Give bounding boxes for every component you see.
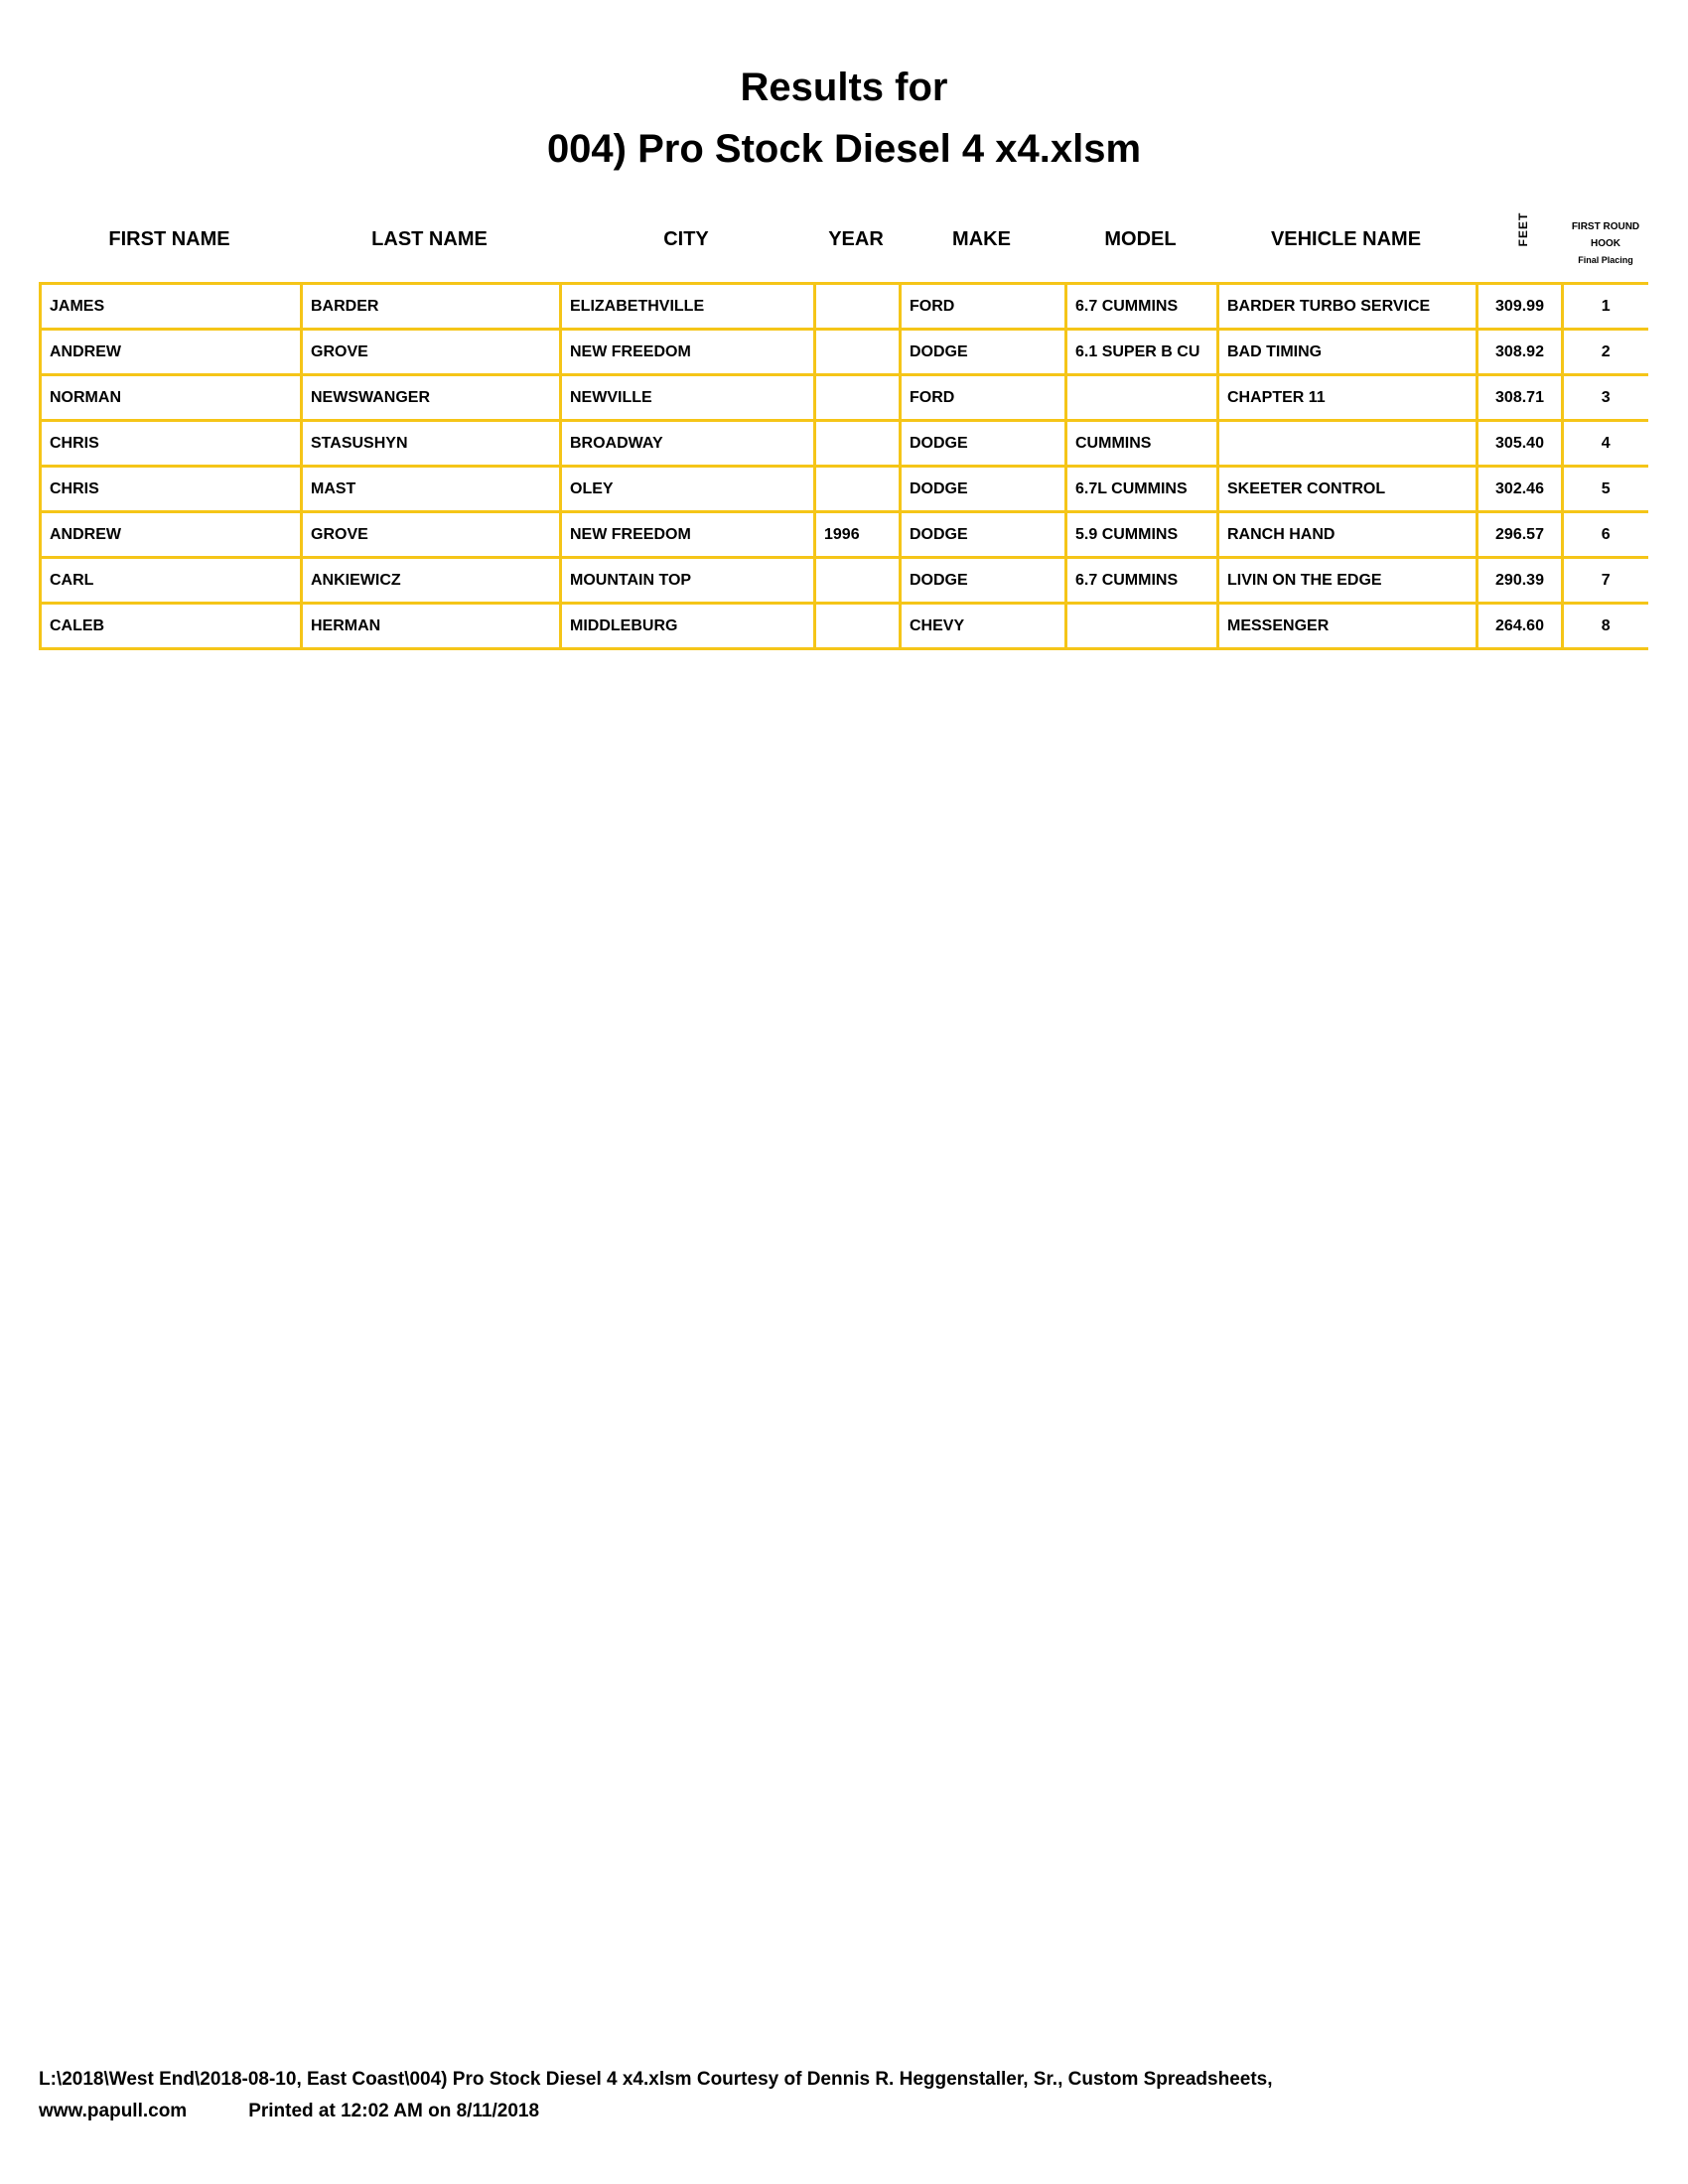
footer-printed: Printed at 12:02 AM on 8/11/2018 bbox=[248, 2101, 540, 2121]
cell-make: FORD bbox=[899, 282, 1067, 331]
cell-model: CUMMINS bbox=[1064, 419, 1219, 468]
cell-make: DODGE bbox=[899, 510, 1067, 559]
cell-vehicle-name: RANCH HAND bbox=[1216, 510, 1478, 559]
table-row: CARL ANKIEWICZ MOUNTAIN TOP DODGE 6.7 CUMMIN… bbox=[39, 556, 1648, 605]
cell-vehicle-name: LIVIN ON THE EDGE bbox=[1216, 556, 1478, 605]
table-row: JAMES BARDER ELIZABETHVILLE FORD 6.7 CUMMINS… bbox=[39, 282, 1648, 331]
header-first-name: FIRST NAME bbox=[108, 228, 230, 250]
cell-feet: 305.40 bbox=[1476, 419, 1564, 468]
cell-first-name: ANDREW bbox=[39, 328, 303, 376]
footer-website: www.papull.com bbox=[39, 2101, 188, 2121]
footer-line2: www.papull.com Printed at 12:02 AM on 8/1… bbox=[39, 2101, 539, 2122]
table-row: NORMAN NEWSWANGER NEWVILLE FORD CHAPTER 11 30… bbox=[39, 373, 1648, 422]
cell-last-name: HERMAN bbox=[300, 602, 562, 650]
cell-model: 6.7 CUMMINS bbox=[1064, 282, 1219, 331]
header-last-name: LAST NAME bbox=[371, 228, 488, 250]
cell-model bbox=[1064, 373, 1219, 422]
cell-model: 5.9 CUMMINS bbox=[1064, 510, 1219, 559]
page-title: Results for bbox=[740, 66, 948, 109]
cell-make: DODGE bbox=[899, 328, 1067, 376]
cell-year bbox=[813, 282, 902, 331]
cell-feet: 308.92 bbox=[1476, 328, 1564, 376]
header-city: CITY bbox=[663, 228, 709, 250]
cell-city: MIDDLEBURG bbox=[559, 602, 816, 650]
cell-last-name: GROVE bbox=[300, 328, 562, 376]
cell-vehicle-name: SKEETER CONTROL bbox=[1216, 465, 1478, 513]
cell-placing: 7 bbox=[1561, 556, 1648, 605]
cell-last-name: NEWSWANGER bbox=[300, 373, 562, 422]
cell-placing: 2 bbox=[1561, 328, 1648, 376]
cell-city: MOUNTAIN TOP bbox=[559, 556, 816, 605]
cell-year bbox=[813, 419, 902, 468]
cell-first-name: JAMES bbox=[39, 282, 303, 331]
cell-placing: 1 bbox=[1561, 282, 1648, 331]
cell-placing: 8 bbox=[1561, 602, 1648, 650]
cell-feet: 290.39 bbox=[1476, 556, 1564, 605]
cell-city: NEW FREEDOM bbox=[559, 510, 816, 559]
cell-model bbox=[1064, 602, 1219, 650]
cell-first-name: CHRIS bbox=[39, 419, 303, 468]
cell-make: FORD bbox=[899, 373, 1067, 422]
cell-year: 1996 bbox=[813, 510, 902, 559]
cell-model: 6.7L CUMMINS bbox=[1064, 465, 1219, 513]
cell-make: DODGE bbox=[899, 556, 1067, 605]
cell-vehicle-name: MESSENGER bbox=[1216, 602, 1478, 650]
cell-year bbox=[813, 556, 902, 605]
cell-city: NEWVILLE bbox=[559, 373, 816, 422]
cell-feet: 264.60 bbox=[1476, 602, 1564, 650]
cell-first-name: NORMAN bbox=[39, 373, 303, 422]
cell-first-name: CALEB bbox=[39, 602, 303, 650]
cell-feet: 308.71 bbox=[1476, 373, 1564, 422]
cell-placing: 5 bbox=[1561, 465, 1648, 513]
header-model: MODEL bbox=[1104, 228, 1177, 250]
header-year: YEAR bbox=[828, 228, 884, 250]
header-vehicle-name: VEHICLE NAME bbox=[1270, 228, 1422, 250]
table-row: CHRIS MAST OLEY DODGE 6.7L CUMMINS SKEETER CO… bbox=[39, 465, 1648, 513]
cell-city: ELIZABETHVILLE bbox=[559, 282, 816, 331]
cell-vehicle-name: BARDER TURBO SERVICE bbox=[1216, 282, 1478, 331]
cell-last-name: STASUSHYN bbox=[300, 419, 562, 468]
footer-path: L:\2018\West End\2018-08-10, East Coast\… bbox=[39, 2069, 1273, 2090]
cell-vehicle-name: CHAPTER 11 bbox=[1216, 373, 1478, 422]
cell-placing: 6 bbox=[1561, 510, 1648, 559]
cell-feet: 296.57 bbox=[1476, 510, 1564, 559]
table-row: CHRIS STASUSHYN BROADWAY DODGE CUMMINS 305.40… bbox=[39, 419, 1648, 468]
page-subtitle: 004) Pro Stock Diesel 4 x4.xlsm bbox=[546, 127, 1142, 171]
cell-last-name: ANKIEWICZ bbox=[300, 556, 562, 605]
header-placing-line3: Final Placing bbox=[1578, 255, 1633, 265]
header-placing-line2: HOOK bbox=[1591, 238, 1620, 249]
cell-make: DODGE bbox=[899, 465, 1067, 513]
cell-feet: 302.46 bbox=[1476, 465, 1564, 513]
cell-city: BROADWAY bbox=[559, 419, 816, 468]
cell-year bbox=[813, 373, 902, 422]
cell-placing: 4 bbox=[1561, 419, 1648, 468]
cell-vehicle-name: BAD TIMING bbox=[1216, 328, 1478, 376]
cell-vehicle-name bbox=[1216, 419, 1478, 468]
cell-model: 6.1 SUPER B CU bbox=[1064, 328, 1219, 376]
header-placing: FIRST ROUND HOOK Final Placing bbox=[1561, 218, 1650, 269]
cell-make: CHEVY bbox=[899, 602, 1067, 650]
cell-year bbox=[813, 465, 902, 513]
cell-last-name: MAST bbox=[300, 465, 562, 513]
cell-city: OLEY bbox=[559, 465, 816, 513]
header-feet: FEET bbox=[1516, 211, 1530, 247]
cell-year bbox=[813, 328, 902, 376]
cell-last-name: GROVE bbox=[300, 510, 562, 559]
cell-placing: 3 bbox=[1561, 373, 1648, 422]
cell-first-name: CARL bbox=[39, 556, 303, 605]
cell-first-name: ANDREW bbox=[39, 510, 303, 559]
cell-make: DODGE bbox=[899, 419, 1067, 468]
cell-model: 6.7 CUMMINS bbox=[1064, 556, 1219, 605]
cell-first-name: CHRIS bbox=[39, 465, 303, 513]
cell-feet: 309.99 bbox=[1476, 282, 1564, 331]
cell-city: NEW FREEDOM bbox=[559, 328, 816, 376]
table-row: ANDREW GROVE NEW FREEDOM 1996 DODGE 5.9 CUMMI… bbox=[39, 510, 1648, 559]
cell-year bbox=[813, 602, 902, 650]
results-table: JAMES BARDER ELIZABETHVILLE FORD 6.7 CUMMINS… bbox=[39, 282, 1648, 650]
table-row: ANDREW GROVE NEW FREEDOM DODGE 6.1 SUPER B C… bbox=[39, 328, 1648, 376]
header-placing-line1: FIRST ROUND bbox=[1571, 221, 1640, 232]
cell-last-name: BARDER bbox=[300, 282, 562, 331]
header-make: MAKE bbox=[952, 228, 1011, 250]
table-row: CALEB HERMAN MIDDLEBURG CHEVY MESSENGER 264.6… bbox=[39, 602, 1648, 650]
